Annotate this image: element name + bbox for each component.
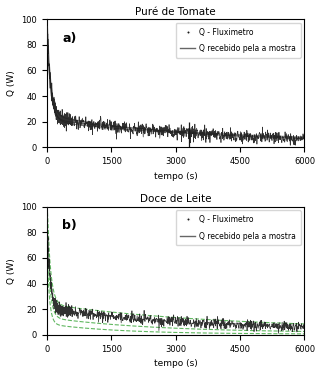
Title: Doce de Leite: Doce de Leite	[140, 195, 212, 204]
X-axis label: tempo (s): tempo (s)	[154, 171, 198, 180]
Legend: Q - Fluximetro, Q recebido pela a mostra: Q - Fluximetro, Q recebido pela a mostra	[175, 210, 301, 245]
Legend: Q - Fluximetro, Q recebido pela a mostra: Q - Fluximetro, Q recebido pela a mostra	[175, 23, 301, 58]
X-axis label: tempo (s): tempo (s)	[154, 359, 198, 368]
Y-axis label: Q (W): Q (W)	[7, 258, 16, 284]
Text: a): a)	[62, 32, 77, 45]
Title: Puré de Tomate: Puré de Tomate	[136, 7, 216, 17]
Text: b): b)	[62, 219, 77, 232]
Y-axis label: Q (W): Q (W)	[7, 70, 16, 96]
